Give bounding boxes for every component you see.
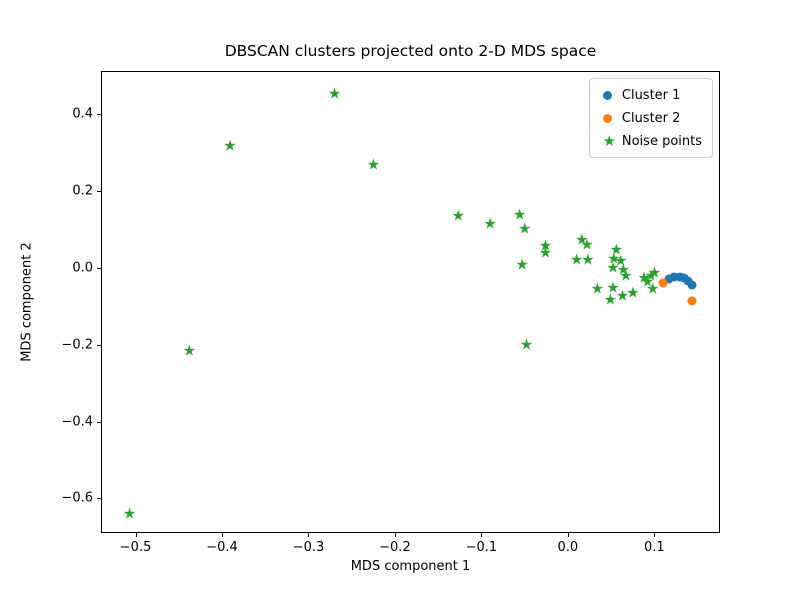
point-noise-points: ★ — [512, 205, 527, 224]
point-noise-points: ★ — [606, 258, 620, 277]
legend-label: Cluster 2 — [621, 110, 681, 126]
point-noise-points: ★ — [581, 250, 595, 269]
legend: Cluster 1 Cluster 2 ★ Noise points — [588, 78, 713, 158]
y-tick-label: −0.4 — [61, 414, 93, 430]
x-tick-label: −0.1 — [465, 540, 498, 555]
y-tick-label: 0.2 — [72, 183, 93, 199]
point-noise-points: ★ — [223, 136, 237, 155]
y-tick-label: −0.2 — [61, 337, 93, 353]
y-tick-label: −0.6 — [61, 490, 93, 506]
x-tick-label: 0.1 — [643, 540, 665, 555]
point-noise-points: ★ — [122, 504, 137, 523]
point-cluster-2 — [687, 296, 697, 306]
point-noise-points: ★ — [538, 243, 553, 262]
x-tick-mark — [567, 533, 569, 537]
legend-marker-star-icon: ★ — [602, 131, 617, 150]
legend-entry: Cluster 1 — [597, 85, 702, 105]
x-tick-mark — [654, 533, 656, 537]
y-tick-mark — [97, 344, 101, 346]
point-noise-points: ★ — [483, 214, 497, 233]
x-tick-label: −0.4 — [206, 540, 238, 555]
legend-marker-circle-icon — [602, 113, 612, 123]
point-noise-points: ★ — [616, 260, 631, 279]
x-tick-label: −0.3 — [292, 540, 325, 555]
point-noise-points: ★ — [606, 278, 620, 297]
point-noise-points: ★ — [182, 341, 197, 360]
y-tick-mark — [97, 421, 101, 423]
x-tick-label: −0.5 — [119, 540, 152, 555]
y-tick-mark — [97, 267, 101, 269]
point-cluster-1 — [687, 280, 697, 290]
point-noise-points: ★ — [647, 263, 662, 282]
legend-marker-circle-icon — [602, 90, 612, 100]
point-noise-points: ★ — [366, 155, 381, 174]
point-noise-points: ★ — [575, 230, 589, 249]
point-noise-points: ★ — [327, 84, 342, 103]
point-noise-points: ★ — [637, 268, 651, 287]
chart-title: DBSCAN clusters projected onto 2-D MDS s… — [224, 42, 597, 60]
point-noise-points: ★ — [644, 266, 658, 285]
x-axis-label: MDS component 1 — [350, 559, 471, 574]
point-noise-points: ★ — [590, 279, 605, 298]
x-tick-mark — [222, 533, 224, 537]
point-noise-points: ★ — [609, 240, 624, 259]
point-noise-points: ★ — [619, 266, 633, 285]
y-tick-mark — [97, 190, 101, 192]
x-tick-label: 0.0 — [557, 540, 579, 555]
point-noise-points: ★ — [640, 272, 655, 291]
point-noise-points: ★ — [515, 255, 529, 274]
point-noise-points: ★ — [451, 206, 465, 225]
y-tick-mark — [97, 114, 101, 116]
x-tick-mark — [394, 533, 396, 537]
y-tick-mark — [97, 498, 101, 500]
point-noise-points: ★ — [538, 236, 553, 255]
point-noise-points: ★ — [607, 249, 621, 268]
y-axis-label: MDS component 2 — [19, 242, 35, 362]
point-noise-points: ★ — [603, 290, 618, 309]
legend-label: Cluster 1 — [621, 87, 681, 103]
point-noise-points: ★ — [613, 251, 628, 270]
point-noise-points: ★ — [626, 283, 640, 302]
point-noise-points: ★ — [615, 286, 630, 305]
point-cluster-1 — [669, 272, 679, 282]
point-noise-points: ★ — [580, 235, 594, 254]
point-noise-points: ★ — [645, 279, 660, 298]
x-tick-mark — [135, 533, 137, 537]
point-cluster-1 — [664, 274, 674, 284]
legend-entry: ★ Noise points — [597, 131, 702, 151]
x-tick-mark — [308, 533, 310, 537]
y-tick-label: 0.4 — [72, 106, 93, 122]
point-cluster-2 — [658, 278, 668, 288]
point-noise-points: ★ — [518, 219, 532, 238]
legend-label: Noise points — [621, 133, 702, 149]
x-tick-mark — [481, 533, 483, 537]
point-noise-points: ★ — [569, 250, 584, 269]
legend-entry: Cluster 2 — [597, 108, 702, 128]
point-noise-points: ★ — [519, 335, 534, 354]
y-tick-label: 0.0 — [72, 260, 93, 276]
x-tick-label: −0.2 — [379, 540, 411, 555]
